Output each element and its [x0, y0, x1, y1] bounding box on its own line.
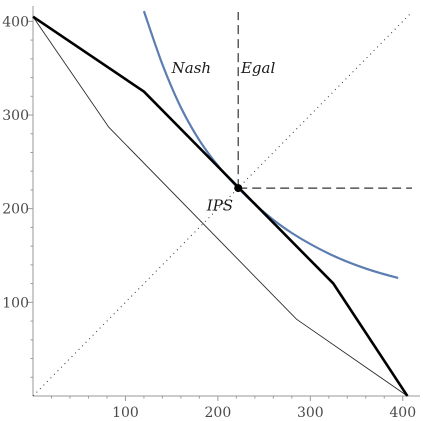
- annotation-nash: Nash: [171, 59, 211, 77]
- thin-frontier-line: [32, 16, 408, 397]
- x-tick-label: 400: [389, 405, 416, 421]
- y-tick-label: 200: [2, 202, 29, 218]
- x-tick-label: 200: [205, 405, 232, 421]
- ips-point: [234, 184, 243, 193]
- annotation-egal: Egal: [240, 59, 275, 77]
- y-tick-label: 400: [2, 14, 29, 30]
- y-tick-label: 300: [2, 108, 29, 124]
- y-tick-label: 100: [2, 295, 29, 311]
- nash-curve: [142, 10, 399, 280]
- x-tick-label: 100: [112, 405, 139, 421]
- annotation-ips: IPS: [206, 197, 233, 215]
- x-tick-label: 300: [297, 405, 324, 421]
